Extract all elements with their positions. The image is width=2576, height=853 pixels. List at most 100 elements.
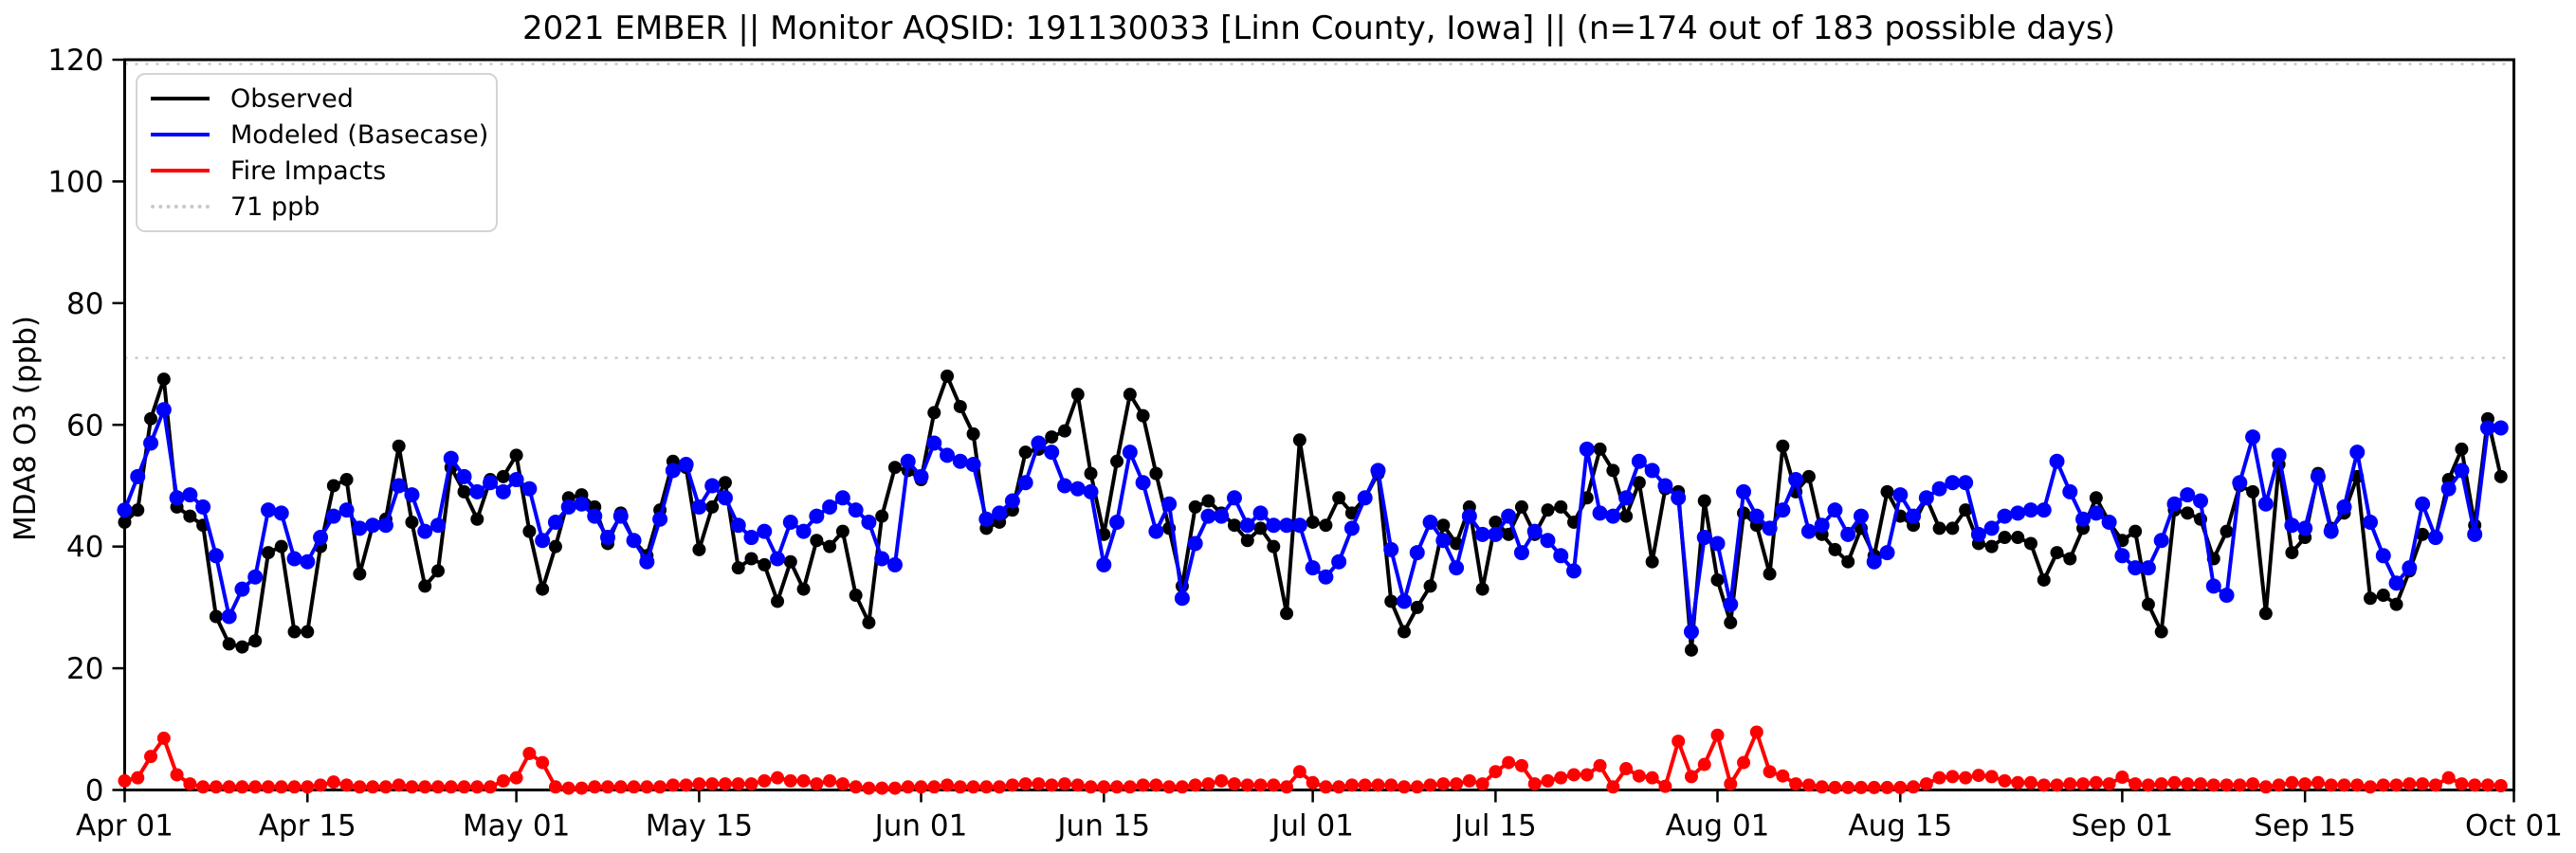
series-marker-observed — [2050, 546, 2064, 560]
series-marker-modeled-basecase- — [1540, 533, 1556, 549]
series-marker-observed — [1710, 572, 1725, 587]
series-marker-fire-impacts — [1502, 755, 1516, 770]
series-marker-modeled-basecase- — [2140, 560, 2156, 576]
series-marker-modeled-basecase- — [2180, 487, 2196, 503]
series-marker-modeled-basecase- — [1736, 483, 1752, 499]
series-marker-fire-impacts — [1384, 778, 1398, 792]
series-marker-observed — [2011, 531, 2025, 545]
series-marker-observed — [1489, 515, 1503, 529]
x-tick-label: Oct 01 — [2465, 809, 2563, 844]
series-marker-modeled-basecase- — [1343, 520, 1360, 536]
series-marker-fire-impacts — [496, 773, 510, 788]
series-marker-fire-impacts — [1801, 778, 1816, 792]
series-marker-fire-impacts — [2324, 778, 2338, 792]
series-marker-modeled-basecase- — [1723, 596, 1739, 612]
series-marker-modeled-basecase- — [1109, 514, 1125, 530]
series-marker-modeled-basecase- — [1148, 523, 1164, 539]
series-marker-fire-impacts — [1919, 777, 1933, 791]
series-marker-modeled-basecase- — [208, 548, 224, 564]
series-marker-fire-impacts — [1527, 777, 1542, 791]
series-marker-observed — [183, 509, 197, 523]
series-marker-modeled-basecase- — [1644, 463, 1660, 479]
series-marker-fire-impacts — [1932, 771, 1946, 785]
series-marker-observed — [1227, 518, 1241, 533]
series-marker-fire-impacts — [2011, 775, 2025, 789]
series-marker-fire-impacts — [1554, 771, 1568, 785]
series-marker-observed — [1450, 536, 1464, 551]
series-marker-modeled-basecase- — [992, 505, 1008, 521]
series-marker-modeled-basecase- — [1892, 487, 1909, 503]
series-marker-observed — [1306, 515, 1320, 529]
series-marker-modeled-basecase- — [2284, 517, 2300, 534]
series-marker-modeled-basecase- — [1683, 624, 1699, 640]
series-marker-modeled-basecase- — [2036, 502, 2052, 518]
series-marker-fire-impacts — [1253, 778, 1268, 792]
series-marker-modeled-basecase- — [2245, 429, 2261, 445]
series-marker-modeled-basecase- — [2427, 530, 2443, 546]
series-marker-fire-impacts — [1215, 773, 1229, 788]
series-marker-modeled-basecase- — [704, 478, 721, 494]
series-marker-modeled-basecase- — [1814, 517, 1830, 534]
series-marker-fire-impacts — [2023, 775, 2037, 789]
series-marker-modeled-basecase- — [1605, 508, 1621, 524]
series-marker-modeled-basecase- — [1945, 475, 1961, 491]
series-marker-observed — [470, 512, 484, 526]
series-marker-fire-impacts — [1854, 780, 1868, 794]
series-marker-fire-impacts — [1959, 771, 1973, 785]
series-marker-observed — [1267, 539, 1281, 554]
series-marker-modeled-basecase- — [809, 508, 825, 524]
series-marker-observed — [496, 469, 510, 483]
series-marker-modeled-basecase- — [2022, 502, 2038, 518]
series-marker-observed — [1554, 499, 1568, 514]
series-marker-modeled-basecase- — [1004, 493, 1020, 509]
series-marker-fire-impacts — [1619, 762, 1634, 776]
series-marker-observed — [1110, 454, 1124, 468]
series-marker-fire-impacts — [1319, 780, 1333, 794]
x-tick-label: Sep 01 — [2072, 809, 2174, 844]
series-marker-observed — [287, 625, 301, 639]
series-marker-modeled-basecase- — [1422, 514, 1438, 530]
series-marker-fire-impacts — [366, 780, 380, 794]
series-marker-modeled-basecase- — [770, 551, 786, 567]
series-marker-modeled-basecase- — [286, 551, 302, 567]
legend-label: Fire Impacts — [230, 155, 387, 186]
series-marker-fire-impacts — [209, 780, 223, 794]
series-marker-observed — [1253, 521, 1268, 535]
series-marker-observed — [1632, 476, 1646, 490]
series-marker-fire-impacts — [731, 777, 745, 791]
series-marker-fire-impacts — [1070, 778, 1085, 792]
series-marker-modeled-basecase- — [626, 533, 642, 549]
series-marker-fire-impacts — [2220, 778, 2234, 792]
series-marker-modeled-basecase- — [822, 499, 838, 515]
series-marker-modeled-basecase- — [2088, 505, 2104, 521]
series-marker-modeled-basecase- — [2454, 463, 2470, 479]
series-marker-fire-impacts — [2364, 780, 2378, 794]
legend: Observed Modeled (Basecase) Fire Impacts… — [136, 73, 498, 232]
series-marker-fire-impacts — [796, 773, 811, 788]
series-marker-observed — [1959, 503, 1973, 517]
x-tick-label: Apr 01 — [76, 809, 174, 844]
series-marker-modeled-basecase- — [495, 483, 511, 499]
series-marker-modeled-basecase- — [717, 490, 733, 506]
series-marker-modeled-basecase- — [1592, 505, 1608, 521]
series-marker-modeled-basecase- — [913, 468, 929, 484]
series-marker-fire-impacts — [744, 777, 758, 791]
series-marker-fire-impacts — [1332, 780, 1346, 794]
series-marker-fire-impacts — [1984, 770, 1999, 784]
series-marker-fire-impacts — [849, 780, 863, 794]
series-marker-observed — [2285, 546, 2299, 560]
series-marker-fire-impacts — [2285, 775, 2299, 789]
series-marker-modeled-basecase- — [1291, 517, 1307, 534]
series-marker-fire-impacts — [1280, 780, 1294, 794]
series-marker-modeled-basecase- — [2323, 523, 2339, 539]
series-marker-fire-impacts — [2181, 777, 2195, 791]
series-marker-fire-impacts — [118, 773, 132, 788]
series-marker-modeled-basecase- — [978, 511, 995, 527]
series-marker-modeled-basecase- — [2232, 475, 2248, 491]
series-marker-modeled-basecase- — [2363, 514, 2379, 530]
series-marker-fire-impacts — [548, 780, 562, 794]
series-marker-modeled-basecase- — [1435, 533, 1452, 549]
series-marker-observed — [156, 372, 171, 387]
series-marker-modeled-basecase- — [1397, 593, 1413, 609]
